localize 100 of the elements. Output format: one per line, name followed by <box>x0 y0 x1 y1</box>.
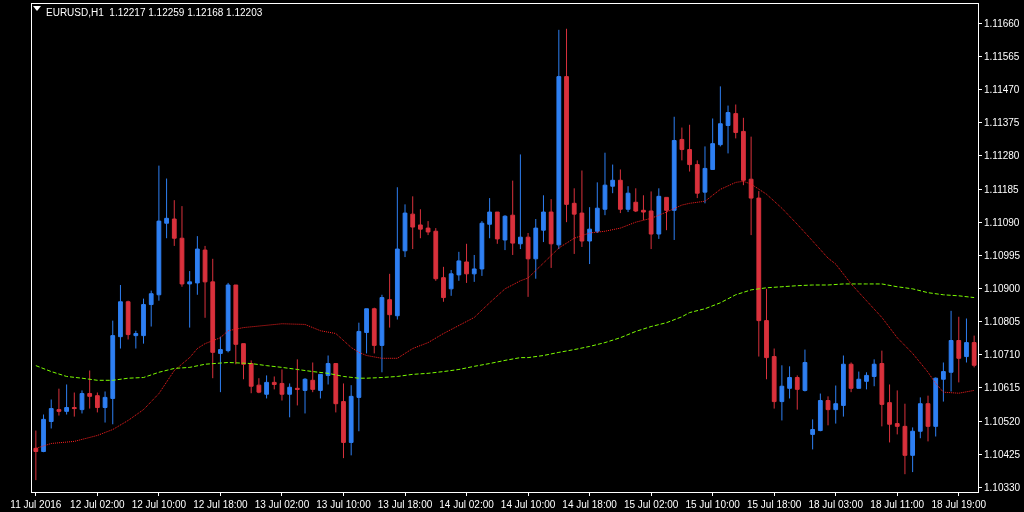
candlestick <box>964 318 969 363</box>
candlestick <box>433 227 439 282</box>
candlestick <box>525 232 531 298</box>
x-tick-label: 12 Jul 02:00 <box>70 499 126 510</box>
candlestick <box>833 385 839 425</box>
candlestick <box>879 350 885 427</box>
candlestick <box>717 85 723 147</box>
candlestick <box>779 364 785 421</box>
candlestick <box>441 266 446 303</box>
candlestick <box>910 426 916 473</box>
candlestick <box>164 178 169 239</box>
candlestick <box>110 320 116 425</box>
candlestick <box>671 116 677 241</box>
candlestick <box>771 348 777 410</box>
candlestick <box>617 168 623 214</box>
candlestick <box>348 384 354 456</box>
y-tick-label: 1.10615 <box>984 382 1021 394</box>
candlestick <box>448 269 454 297</box>
x-tick-label: 14 Jul 02:00 <box>439 499 495 510</box>
x-tick-label: 13 Jul 18:00 <box>377 499 433 510</box>
candlestick <box>687 124 692 173</box>
candlestick <box>533 218 539 280</box>
candlestick <box>694 159 700 199</box>
candlestick <box>664 196 669 231</box>
candlestick <box>394 186 400 321</box>
candlestick <box>464 243 469 284</box>
candlestick <box>656 187 662 240</box>
candlestick <box>356 322 362 432</box>
candlestick <box>733 104 739 139</box>
candlestick <box>418 208 423 239</box>
candlestick <box>187 270 193 329</box>
candlestick <box>118 284 123 350</box>
y-tick-label: 1.11375 <box>984 117 1020 129</box>
candlestick <box>510 180 516 256</box>
candlestick <box>48 399 54 429</box>
candlestick <box>310 361 316 393</box>
candlestick <box>518 153 523 250</box>
candlestick <box>825 395 831 426</box>
y-tick-label: 1.10330 <box>984 481 1021 493</box>
candlestick <box>602 152 608 216</box>
y-tick-label: 1.10710 <box>984 349 1021 361</box>
candlestick <box>625 185 631 213</box>
y-tick-label: 1.11185 <box>984 183 1020 195</box>
candlestick <box>810 418 816 450</box>
x-tick-label: 13 Jul 10:00 <box>316 499 372 510</box>
candlestick <box>194 235 200 296</box>
candlestick <box>225 282 231 353</box>
y-tick-label: 1.10995 <box>984 249 1021 261</box>
candlestick <box>856 371 862 389</box>
candlestick <box>887 383 892 443</box>
candlestick <box>456 251 462 282</box>
candlestick <box>179 205 185 288</box>
candlestick <box>902 403 908 475</box>
candlestick <box>648 190 654 250</box>
candlestick <box>41 414 46 453</box>
candlestick <box>264 374 269 399</box>
x-tick-label: 15 Jul 02:00 <box>623 499 679 510</box>
candlestick <box>802 349 808 392</box>
candlestick <box>917 396 923 439</box>
x-tick-label: 12 Jul 18:00 <box>193 499 249 510</box>
candlestick <box>287 382 293 418</box>
candlestick <box>841 355 846 418</box>
candlestick <box>79 389 85 414</box>
candlestick <box>864 371 869 390</box>
y-tick-label: 1.11660 <box>984 17 1020 29</box>
candlestick <box>148 290 154 328</box>
candlestick <box>333 363 339 413</box>
candlestick <box>64 383 69 416</box>
candlestick <box>748 136 754 236</box>
candlestick <box>94 392 100 413</box>
candlestick <box>125 300 131 340</box>
candlestick <box>425 220 431 236</box>
candlestick <box>541 194 546 243</box>
x-tick-label: 14 Jul 10:00 <box>500 499 556 510</box>
candlestick <box>371 307 377 354</box>
candlestick <box>725 105 731 154</box>
chart-title: EURUSD,H1 1.12217 1.12259 1.12168 1.12203 <box>46 7 263 18</box>
candlestick <box>610 164 616 194</box>
candlestick <box>379 294 385 373</box>
candlestick <box>56 388 62 417</box>
candlestick <box>294 358 300 406</box>
candlestick <box>33 430 39 481</box>
candlestick <box>302 377 308 414</box>
candlestick <box>318 373 323 399</box>
candlestick <box>402 203 408 258</box>
x-tick-label: 13 Jul 02:00 <box>254 499 310 510</box>
candlestick <box>848 361 854 393</box>
candlestick <box>87 370 93 410</box>
candlestick <box>548 198 554 269</box>
x-tick-label: 18 Jul 19:00 <box>931 499 987 510</box>
candlestick <box>279 368 285 402</box>
y-tick-label: 1.10805 <box>984 316 1021 328</box>
candlestick <box>487 197 492 239</box>
candlestick <box>241 343 246 380</box>
candlestick <box>787 365 792 399</box>
candlestick <box>102 390 108 424</box>
candlestick <box>702 145 708 204</box>
candlestick <box>71 392 77 418</box>
candlestick <box>341 382 346 459</box>
candlestick <box>756 190 762 358</box>
